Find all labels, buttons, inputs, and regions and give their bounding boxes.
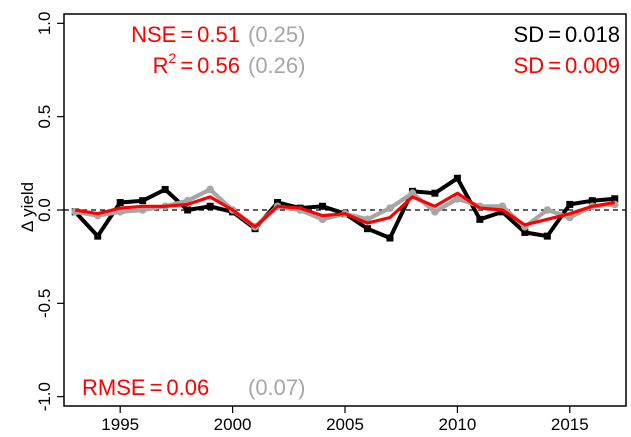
series-black-point-1997 [161, 185, 169, 193]
y-axis-label: Δ yield [18, 182, 37, 232]
series-black-point-2017 [611, 195, 619, 203]
series-gray-point-2014 [543, 206, 552, 214]
r2-paren-value: (0.26) [248, 53, 305, 78]
nse-value: 0.51 [197, 22, 240, 47]
y-tick-label-3: 0.5 [35, 105, 54, 129]
series-black-point-2006 [363, 225, 371, 233]
series-gray-point-2012 [498, 202, 507, 211]
series-black-point-1994 [94, 232, 102, 240]
series-black-point-2015 [566, 200, 574, 208]
rmse-paren-value: (0.07) [248, 375, 305, 400]
rmse-equals: = [150, 375, 163, 400]
sd-black-equals: = [548, 22, 561, 47]
rmse-annotation: RMSE = 0.06 [82, 375, 209, 400]
nse-paren-value: (0.25) [248, 22, 305, 47]
axes-layer: 1995 2000 2005 2010 2015 -1.0 -0.5 0.0 0.5 1.0 [35, 12, 589, 434]
series-red-line [74, 191, 616, 229]
series-gray-point-2009 [431, 208, 439, 216]
y-tick-label-4: 1.0 [35, 12, 54, 36]
r2-annotation: R2 = 0.56 [153, 50, 240, 78]
series-gray-point-1996 [138, 206, 147, 214]
series-black-point-2010 [453, 174, 461, 182]
series-gray-point-2010 [453, 195, 462, 203]
y-tick-label-1: -0.5 [35, 289, 54, 318]
sd-red-equals: = [548, 53, 561, 78]
r2-superscript: 2 [169, 50, 177, 66]
x-tick-label-2005: 2005 [326, 415, 364, 432]
r2-label: R [153, 53, 169, 78]
series-black-point-2007 [386, 234, 394, 242]
x-tick-label-2015: 2015 [551, 415, 589, 432]
r2-equals: = [180, 53, 193, 78]
r2-value: 0.56 [197, 53, 240, 78]
nse-label: NSE [131, 22, 176, 47]
x-tick-label-2000: 2000 [214, 415, 252, 432]
series-black-point-2004 [319, 202, 327, 210]
series-black-point-1998 [184, 206, 192, 214]
sd-black-annotation: SD = 0.018 [514, 22, 620, 47]
series-gray-point-2004 [318, 215, 327, 224]
rmse-value: 0.06 [166, 375, 209, 400]
series-layer [71, 174, 619, 242]
series-gray-point-1999 [206, 185, 214, 194]
series-black-point-2016 [588, 197, 596, 205]
x-tick-label-2010: 2010 [438, 415, 476, 432]
sd-red-annotation: SD = 0.009 [514, 53, 620, 78]
series-black-point-1995 [116, 199, 124, 207]
series-black-point-2011 [476, 215, 484, 223]
nse-annotation: NSE = 0.51 [131, 22, 240, 47]
y-tick-label-0: -1.0 [35, 382, 54, 411]
sd-red-value: 0.009 [565, 53, 620, 78]
sd-black-label: SD [514, 22, 545, 47]
rmse-label: RMSE [82, 375, 146, 400]
x-tick-label-1995: 1995 [101, 415, 139, 432]
nse-equals: = [180, 22, 193, 47]
series-black-point-2013 [521, 228, 529, 236]
sd-black-value: 0.018 [565, 22, 620, 47]
y-tick-label-2: 0.0 [35, 198, 54, 222]
series-black-point-1996 [139, 197, 147, 205]
series-black-point-2009 [431, 189, 439, 197]
series-gray-point-2008 [408, 189, 417, 197]
series-black-point-2014 [543, 232, 551, 240]
series-black-point-1999 [206, 202, 214, 210]
series-gray-point-2007 [386, 204, 394, 212]
sd-red-label: SD [514, 53, 545, 78]
